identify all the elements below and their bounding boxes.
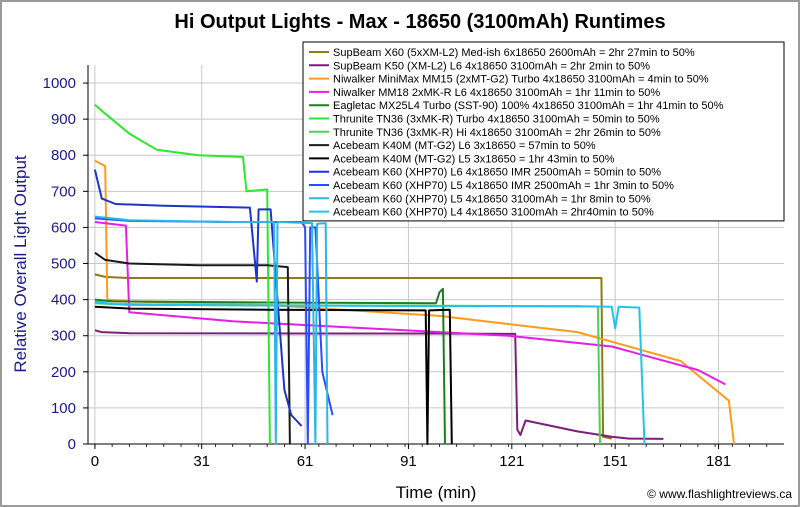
series-line-10 [93,169,303,427]
series-line-2 [94,329,664,440]
legend-label-1: SupBeam X60 (5xXM-L2) Med-ish 6x18650 26… [333,47,695,59]
series-line-9 [94,305,453,445]
y-tick-label: 300 [51,328,76,345]
legend-box [302,41,785,222]
y-tick-label: 600 [51,219,76,236]
legend-label-2: SupBeam K50 (XM-L2) L6 4x18650 3100mAh =… [333,60,650,72]
y-tick-label: 800 [51,147,76,164]
x-tick-label: 181 [706,453,731,470]
legend-label-4: Niwalker MM18 2xMK-R L6 4x18650 3100mAh … [333,87,660,99]
x-tick-label: 31 [193,453,210,470]
y-tick-label: 500 [51,256,76,273]
series-line-6 [94,103,271,445]
y-tick-label: 700 [51,183,76,200]
series-line-13 [94,300,646,445]
x-tick-label: 61 [297,453,314,470]
credit-text: © www.flashlightreviews.ca [647,487,792,501]
legend-label-3: Niwalker MiniMax MM15 (2xMT-G2) Turbo 4x… [333,74,709,86]
y-tick-label: 400 [51,292,76,309]
chart-title: Hi Output Lights - Max - 18650 (3100mAh)… [174,11,665,33]
y-tick-label: 900 [51,111,76,128]
legend-label-11: Acebeam K60 (XHP70) L5 4x18650 IMR 2500m… [333,180,674,192]
legend-label-13: Acebeam K60 (XHP70) L4 4x18650 3100mAh =… [333,207,654,219]
legend: SupBeam X60 (5xXM-L2) Med-ish 6x18650 26… [302,41,785,222]
legend-label-12: Acebeam K60 (XHP70) L5 4x18650 3100mAh =… [333,193,651,205]
y-tick-label: 100 [51,400,76,417]
y-axis-label: Relative Overall Light Output [11,155,30,373]
y-tick-label: 200 [51,364,76,381]
series-line-8 [94,251,291,445]
legend-label-9: Acebeam K40M (MT-G2) L5 3x18650 = 1hr 43… [333,153,615,165]
legend-label-7: Thrunite TN36 (3xMK-R) Hi 4x18650 3100mA… [333,127,661,139]
legend-label-8: Acebeam K40M (MT-G2) L6 3x18650 = 57min … [333,140,596,152]
legend-label-5: Eagletac MX25L4 Turbo (SST-90) 100% 4x18… [333,100,724,112]
y-tick-label: 1000 [43,75,76,92]
x-tick-label: 0 [91,453,99,470]
legend-label-6: Thrunite TN36 (3xMK-R) Turbo 4x18650 310… [333,114,660,126]
series-line-1 [94,273,612,440]
x-axis-label: Time (min) [396,483,477,502]
series-line-4 [94,221,726,386]
y-tick-label: 0 [68,436,76,453]
legend-label-10: Acebeam K60 (XHP70) L6 4x18650 IMR 2500m… [333,167,661,179]
x-tick-label: 121 [499,453,524,470]
x-tick-label: 151 [603,453,628,470]
series-line-12 [94,215,329,445]
x-tick-label: 91 [400,453,417,470]
series-line-5 [94,287,446,445]
